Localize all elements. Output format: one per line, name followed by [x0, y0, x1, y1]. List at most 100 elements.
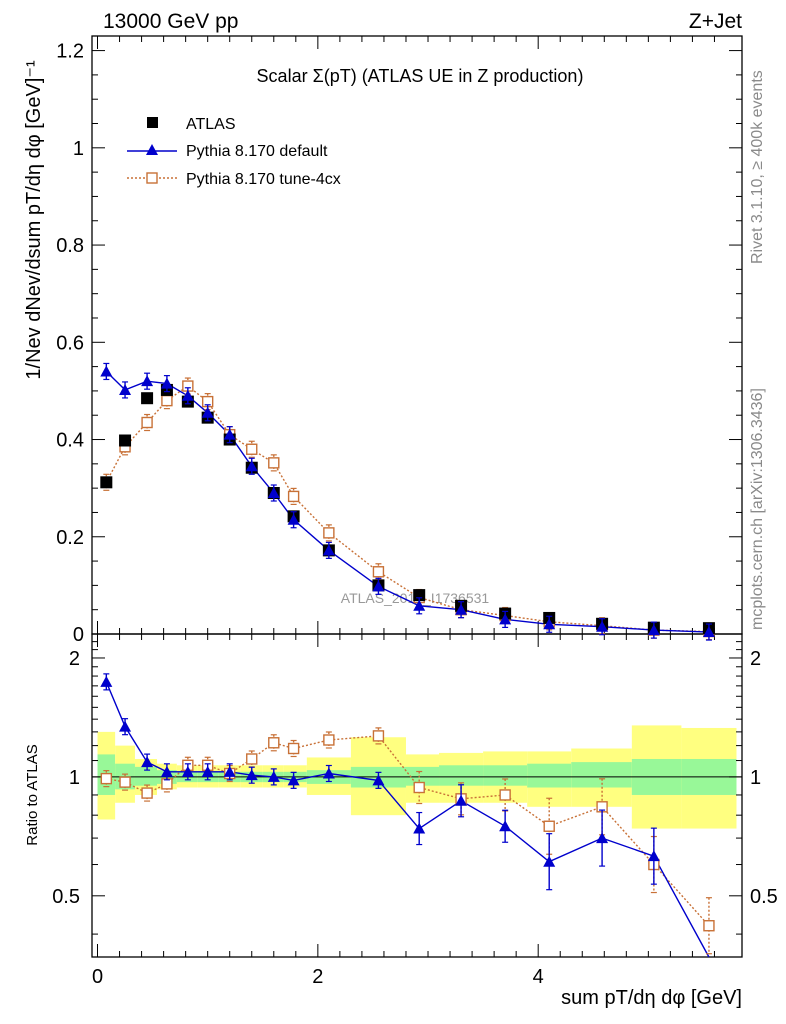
- default-point-ratio: [287, 774, 300, 786]
- y-tick-label: 0.6: [56, 332, 84, 354]
- chart-title: Scalar Σ(pT) (ATLAS UE in Z production): [257, 66, 584, 86]
- tune-point-main: [323, 527, 335, 539]
- tune-point-ratio: [119, 776, 131, 788]
- tune-point-main: [141, 416, 153, 429]
- x-tick-label: 2: [312, 966, 323, 988]
- tune-point-ratio: [372, 730, 385, 742]
- default-point-main: [160, 377, 173, 389]
- default-point-main: [119, 383, 132, 395]
- legend-default-label: Pythia 8.170 default: [186, 143, 328, 160]
- green-band-segment: [439, 765, 484, 786]
- atlas-point: [141, 392, 154, 405]
- tune-point-ratio: [268, 737, 280, 749]
- y-tick-label: 1.2: [56, 41, 84, 63]
- y-tick-label: 0: [73, 624, 84, 646]
- tune-point-ratio: [543, 820, 555, 832]
- x-axis-label: sum pT/dη dφ [GeV]: [561, 987, 742, 1009]
- green-band-segment: [405, 766, 440, 786]
- axes: 00.20.40.60.811.20 2 40.5 0.51 12 2: [52, 35, 778, 988]
- tune-point-ratio: [703, 920, 715, 932]
- tune-point-main: [372, 566, 385, 578]
- y-tick-label: 1: [73, 138, 84, 160]
- y-tick-label: 0.2: [56, 527, 84, 549]
- default-point-main: [322, 544, 335, 556]
- ratio-tick-label-right: 1: [750, 767, 761, 789]
- default-point-ratio: [267, 770, 280, 782]
- tune-point-ratio: [246, 753, 258, 765]
- legend-tune-label: Pythia 8.170 tune-4cx: [186, 171, 341, 188]
- default-point-ratio: [413, 822, 426, 834]
- default-point-ratio: [543, 855, 556, 867]
- ratio-tick-label: 0.5: [52, 886, 80, 908]
- default-point-ratio: [160, 765, 173, 777]
- x-tick-label: 4: [533, 966, 544, 988]
- mcplots-label: mcplots.cern.ch [arXiv:1306.3436]: [749, 388, 766, 630]
- tune-point-main: [287, 490, 300, 503]
- default-point-main: [223, 428, 236, 440]
- tune-point-main: [161, 394, 173, 407]
- default-point-ratio: [647, 850, 660, 862]
- energy-label: 13000 GeV pp: [103, 10, 238, 33]
- ratio-y-axis-label: Ratio to ATLAS: [24, 744, 41, 845]
- tune-point-main: [268, 457, 280, 469]
- default-point-main: [141, 375, 154, 387]
- green-band-segment: [134, 766, 157, 786]
- default-point-ratio: [596, 832, 609, 844]
- atlas-point: [100, 476, 113, 489]
- tune-point-ratio: [287, 742, 300, 755]
- legend-atlas-marker: [147, 117, 158, 128]
- default-point-ratio: [372, 774, 385, 786]
- default-point-ratio: [119, 720, 132, 732]
- default-point-main: [245, 460, 258, 472]
- green-band-segment: [483, 765, 528, 786]
- tune-point-ratio: [141, 787, 153, 799]
- ratio-tick-label: 2: [69, 648, 80, 670]
- default-point-ratio: [322, 767, 335, 779]
- legend-atlas-label: ATLAS: [186, 116, 236, 133]
- legend-tune-marker: [146, 172, 158, 184]
- rivet-label: Rivet 3.1.10, ≥ 400k events: [749, 70, 766, 264]
- default-point-main: [702, 626, 715, 638]
- atlas-point: [119, 434, 132, 447]
- default-point-main: [201, 406, 214, 418]
- tune-point-ratio: [323, 734, 335, 746]
- y-tick-label: 0.8: [56, 235, 84, 257]
- y-tick-label: 0.4: [56, 430, 84, 452]
- ratio-frame: [91, 633, 743, 958]
- default-point-ratio: [100, 675, 113, 687]
- default-point-ratio: [455, 794, 468, 806]
- ratio-tick-label-right: 0.5: [750, 886, 778, 908]
- legend: ATLAS Pythia 8.170 default Pythia 8.170 …: [127, 116, 341, 188]
- default-point-ratio: [201, 765, 214, 777]
- data-series: [100, 362, 715, 958]
- default-point-main: [413, 599, 426, 611]
- x-tick-label: 0: [92, 966, 103, 988]
- tune-point-main: [246, 443, 258, 455]
- legend-default-marker: [146, 144, 158, 155]
- tune-point-ratio: [100, 772, 113, 785]
- default-point-main: [100, 365, 113, 377]
- default-point-main: [543, 618, 556, 630]
- default-line-ratio: [105, 681, 710, 958]
- default-point-main: [647, 624, 660, 636]
- y-axis-label: 1/Nev dNev/dsum pT/dη dφ [GeV]⁻¹: [23, 60, 45, 380]
- default-point-main: [596, 620, 609, 632]
- default-point-main: [455, 603, 468, 615]
- default-point-main: [499, 613, 512, 625]
- process-label: Z+Jet: [689, 10, 742, 33]
- default-point-main: [372, 580, 385, 592]
- default-point-main: [267, 487, 280, 499]
- tune-point-ratio: [499, 789, 511, 801]
- ratio-tick-label-right: 2: [750, 648, 761, 670]
- tune-point-ratio: [413, 781, 425, 794]
- default-point-ratio: [245, 769, 258, 781]
- default-point-ratio: [223, 765, 236, 777]
- default-point-ratio: [499, 820, 512, 832]
- default-point-main: [181, 389, 194, 401]
- default-point-ratio: [141, 756, 154, 768]
- green-band-segment: [527, 763, 572, 788]
- default-point-main: [287, 513, 300, 525]
- default-point-ratio: [181, 765, 194, 777]
- ratio-tick-label: 1: [69, 767, 80, 789]
